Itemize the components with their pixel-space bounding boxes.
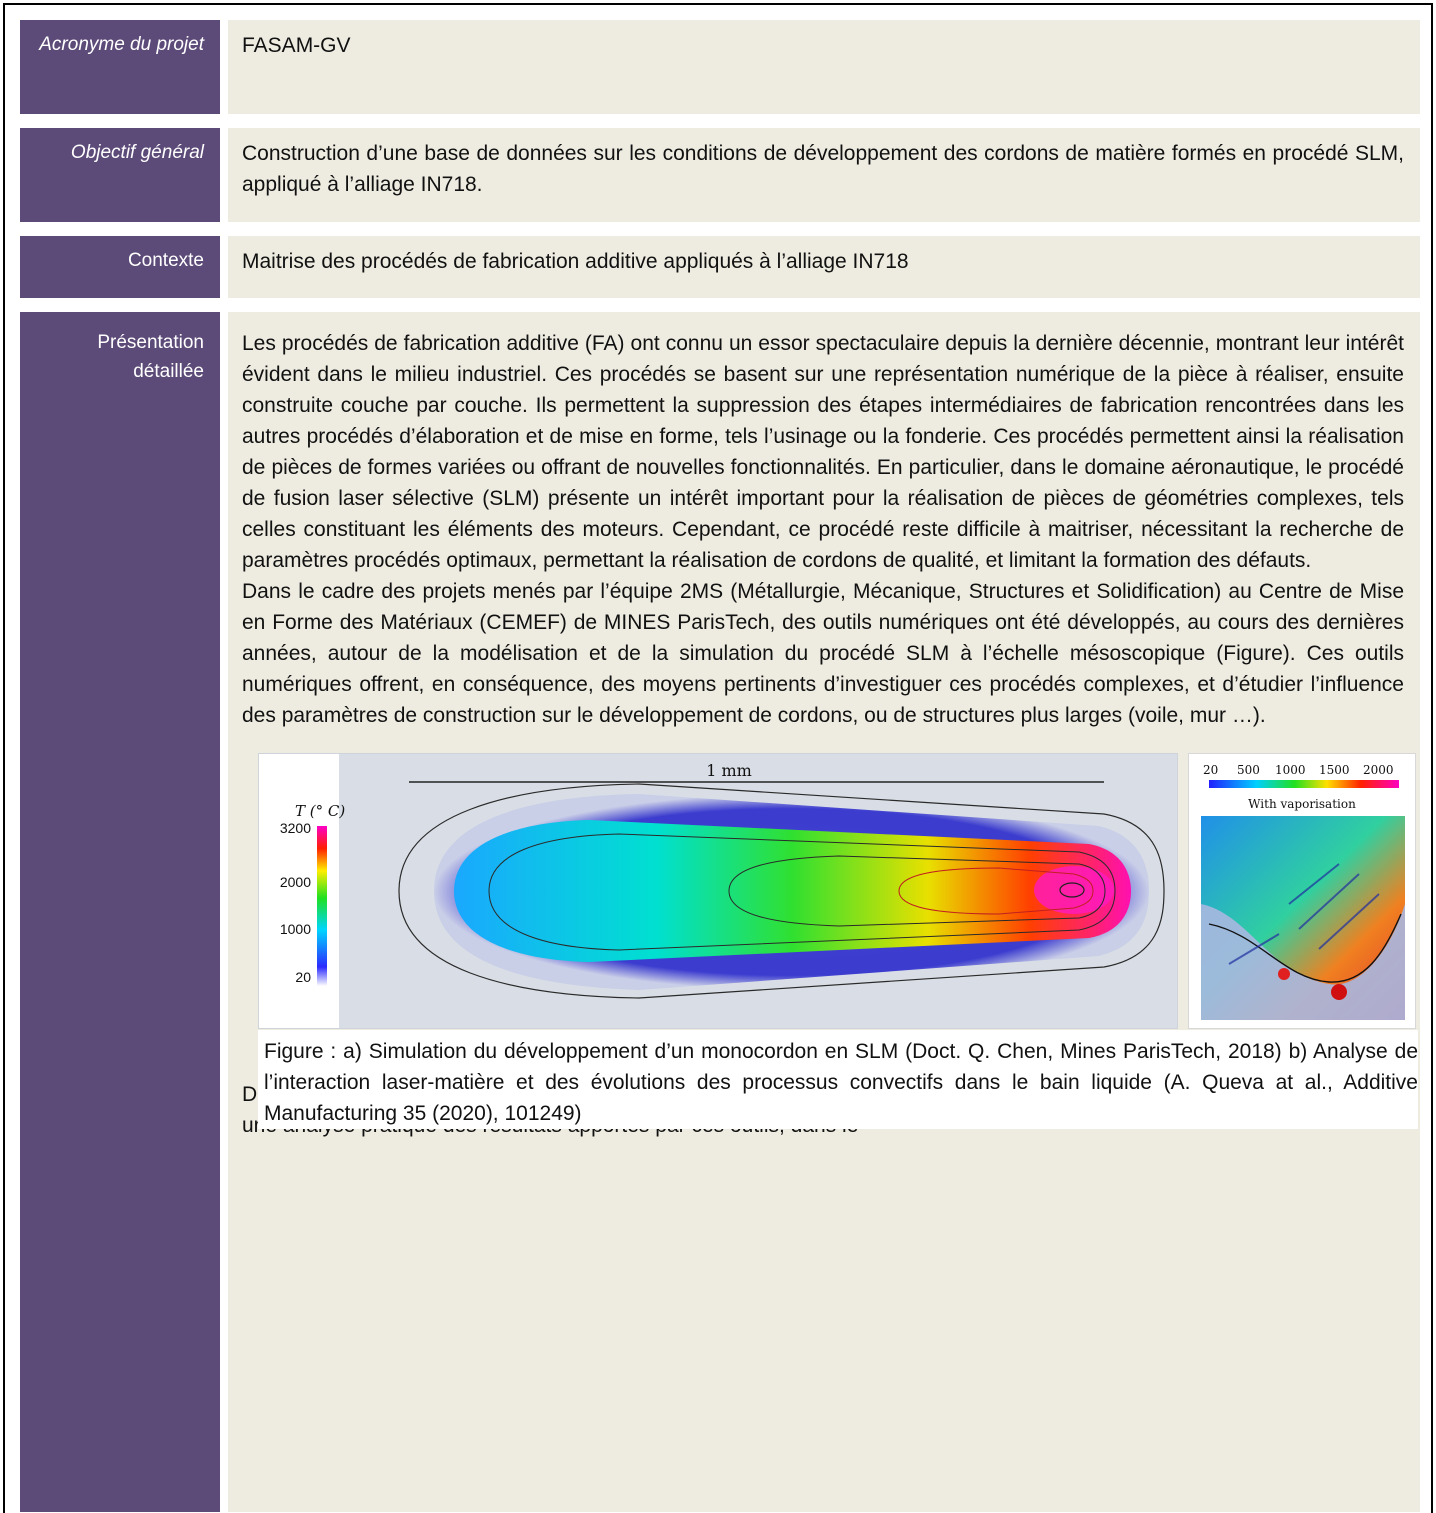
- row-presentation: Présentation détaillée Les procédés de f…: [20, 312, 1420, 1512]
- colorbar-a-tick: 2000: [280, 874, 311, 890]
- figure-caption: Figure : a) Simulation du développement …: [258, 1030, 1418, 1129]
- colorbar-b-tick: 500: [1237, 763, 1260, 777]
- row-acronyme: Acronyme du projet FASAM-GV: [20, 20, 1420, 114]
- figure-b-graphic: 20 500 1000 1500 2000 With vaporisation: [1201, 763, 1405, 1020]
- colorbar-b: [1209, 780, 1399, 788]
- figure-a-graphic: 1 mm T (° C) 3200 2000 1000 20: [259, 754, 1177, 1028]
- presentation-paragraph-1: Les procédés de fabrication additive (FA…: [242, 332, 1404, 572]
- melt-pool: [454, 820, 1131, 962]
- colorbar-b-tick: 2000: [1363, 763, 1394, 777]
- colorbar-b-tick: 1000: [1275, 763, 1306, 777]
- colorbar-title: T (° C): [295, 802, 345, 820]
- value-contexte: Maitrise des procédés de fabrication add…: [228, 236, 1420, 298]
- value-objectif: Construction d’une base de données sur l…: [228, 128, 1420, 222]
- scale-bar-label: 1 mm: [706, 761, 752, 780]
- figure-a-simulation-image: 1 mm T (° C) 3200 2000 1000 20: [258, 753, 1178, 1029]
- laser-spot: [1034, 866, 1114, 914]
- value-acronyme: FASAM-GV: [228, 20, 1420, 114]
- colorbar-b-tick: 20: [1203, 763, 1218, 777]
- label-acronyme: Acronyme du projet: [20, 20, 220, 114]
- presentation-paragraph-2: Dans le cadre des projets menés par l’éq…: [242, 580, 1404, 727]
- presentation-content: Les procédés de fabrication additive (FA…: [228, 312, 1420, 1512]
- figure-block: 1 mm T (° C) 3200 2000 1000 20: [242, 753, 1418, 1129]
- label-presentation: Présentation détaillée: [20, 312, 220, 1512]
- row-objectif: Objectif général Construction d’une base…: [20, 128, 1420, 222]
- colorbar-a-tick: 1000: [280, 921, 311, 937]
- colorbar-a-tick: 3200: [280, 820, 311, 836]
- label-contexte: Contexte: [20, 236, 220, 298]
- figure-b-subtitle: With vaporisation: [1248, 797, 1356, 811]
- row-contexte: Contexte Maitrise des procédés de fabric…: [20, 236, 1420, 298]
- colorbar-a: [317, 826, 327, 986]
- table-frame: [3, 3, 1433, 1513]
- colorbar-b-tick: 1500: [1319, 763, 1350, 777]
- colorbar-a-tick: 20: [295, 969, 311, 985]
- label-objectif: Objectif général: [20, 128, 220, 222]
- figure-b-simulation-image: 20 500 1000 1500 2000 With vaporisation: [1188, 753, 1416, 1029]
